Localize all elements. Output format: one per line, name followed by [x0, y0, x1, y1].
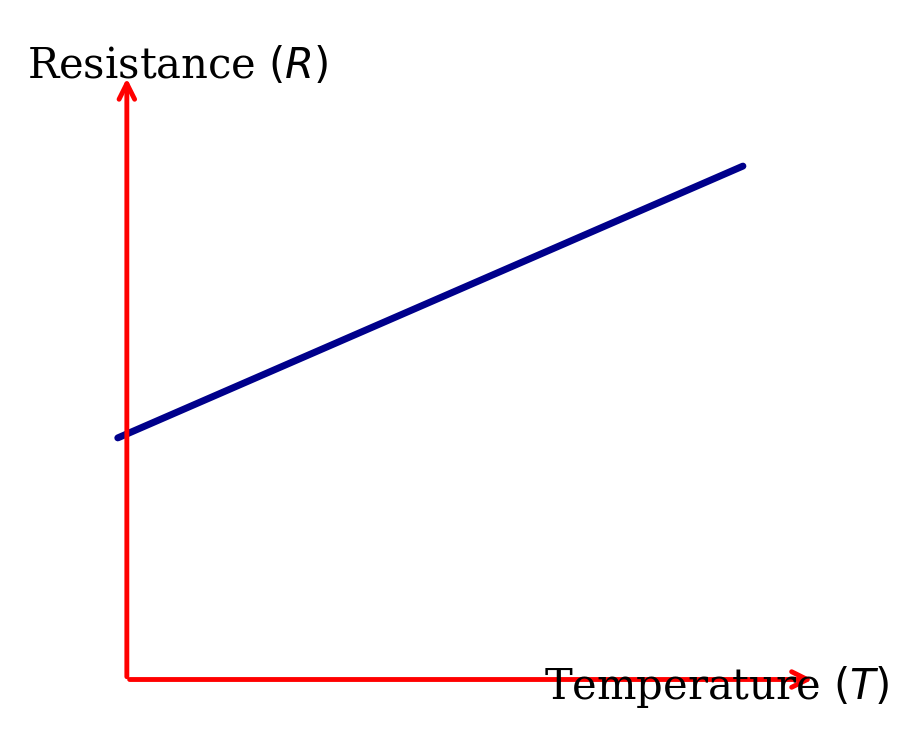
Text: Resistance $(\mathit{R})$: Resistance $(\mathit{R})$ — [27, 45, 329, 88]
Text: Temperature $(\mathit{T})$: Temperature $(\mathit{T})$ — [544, 664, 889, 710]
